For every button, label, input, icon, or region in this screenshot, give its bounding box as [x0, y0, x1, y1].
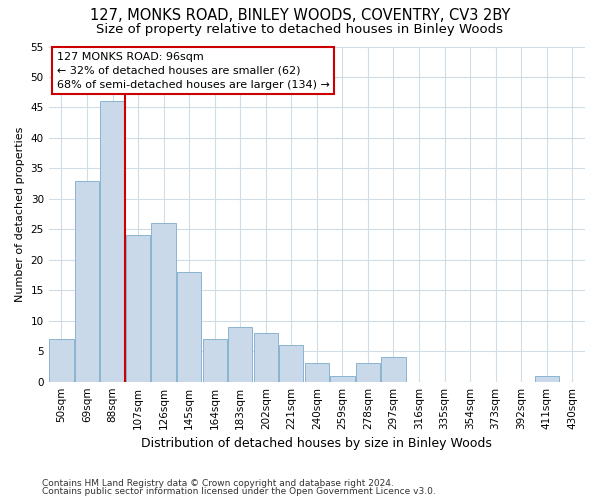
Bar: [151, 223, 176, 382]
Text: Contains public sector information licensed under the Open Government Licence v3: Contains public sector information licen…: [42, 487, 436, 496]
Bar: [228, 327, 253, 382]
Bar: [177, 272, 201, 382]
Text: Size of property relative to detached houses in Binley Woods: Size of property relative to detached ho…: [97, 22, 503, 36]
Bar: [254, 333, 278, 382]
Text: 127 MONKS ROAD: 96sqm
← 32% of detached houses are smaller (62)
68% of semi-deta: 127 MONKS ROAD: 96sqm ← 32% of detached …: [57, 52, 329, 90]
Text: Contains HM Land Registry data © Crown copyright and database right 2024.: Contains HM Land Registry data © Crown c…: [42, 478, 394, 488]
Bar: [305, 364, 329, 382]
Text: 127, MONKS ROAD, BINLEY WOODS, COVENTRY, CV3 2BY: 127, MONKS ROAD, BINLEY WOODS, COVENTRY,…: [90, 8, 510, 22]
Bar: [356, 364, 380, 382]
Bar: [49, 339, 74, 382]
Y-axis label: Number of detached properties: Number of detached properties: [15, 126, 25, 302]
Bar: [279, 345, 304, 382]
Bar: [535, 376, 559, 382]
Bar: [100, 102, 125, 382]
Bar: [75, 180, 99, 382]
Bar: [126, 236, 150, 382]
Bar: [382, 358, 406, 382]
Bar: [203, 339, 227, 382]
X-axis label: Distribution of detached houses by size in Binley Woods: Distribution of detached houses by size …: [142, 437, 492, 450]
Bar: [330, 376, 355, 382]
